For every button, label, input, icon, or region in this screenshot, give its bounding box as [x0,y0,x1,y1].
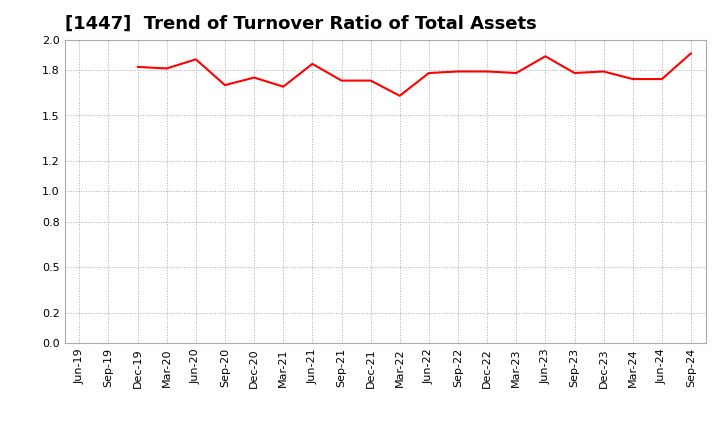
Text: [1447]  Trend of Turnover Ratio of Total Assets: [1447] Trend of Turnover Ratio of Total … [65,15,536,33]
